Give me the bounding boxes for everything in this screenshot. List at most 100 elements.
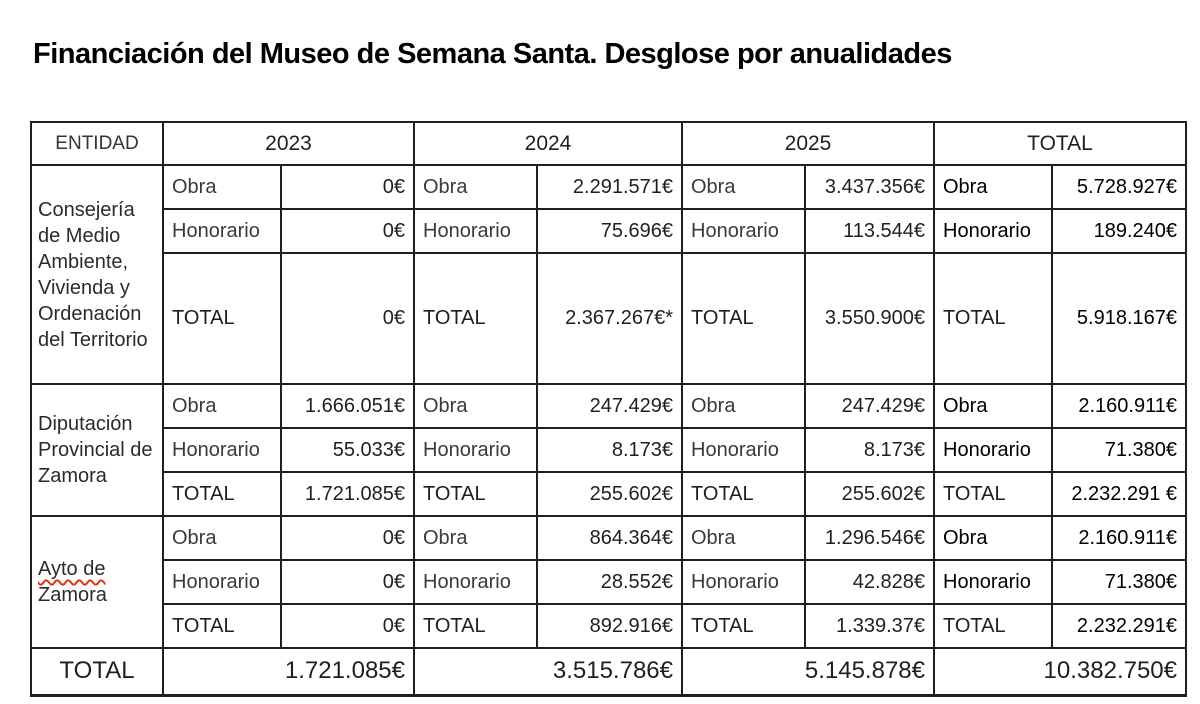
grand-total-2023: 1.721.085€ xyxy=(162,647,415,696)
honorario-label: Honorario xyxy=(413,559,538,605)
obra-value-2024: 2.291.571€ xyxy=(536,164,683,210)
obra-label: Obra xyxy=(162,515,282,561)
honorario-label: Honorario xyxy=(162,559,282,605)
honorario-label: Honorario xyxy=(933,208,1053,254)
honorario-label: Honorario xyxy=(413,208,538,254)
misspelled-text: Ayto de xyxy=(38,558,106,580)
obra-value-2025: 247.429€ xyxy=(804,383,935,429)
table-row: Diputación Provincial de Zamora Obra 1.6… xyxy=(30,383,1187,517)
obra-value-2023: 0€ xyxy=(280,164,415,210)
total-label: TOTAL xyxy=(413,252,538,385)
obra-label: Obra xyxy=(413,383,538,429)
total-value-total: 2.232.291€ xyxy=(1051,603,1187,649)
total-value-2023: 0€ xyxy=(280,603,415,649)
header-year-2024: 2024 xyxy=(413,121,683,166)
obra-label: Obra xyxy=(933,515,1053,561)
total-label: TOTAL xyxy=(681,252,806,385)
page-title: Financiación del Museo de Semana Santa. … xyxy=(33,38,952,70)
honorario-label: Honorario xyxy=(162,427,282,473)
honorario-label: Honorario xyxy=(162,208,282,254)
entity-name-rest: Zamora xyxy=(38,584,107,606)
financing-table: ENTIDAD 2023 2024 2025 TOTAL Consejería … xyxy=(30,121,1187,697)
obra-value-total: 5.728.927€ xyxy=(1051,164,1187,210)
total-value-2024: 255.602€ xyxy=(536,471,683,517)
obra-label: Obra xyxy=(681,383,806,429)
table-row: Honorario 55.033€ Honorario 8.173€ Honor… xyxy=(31,427,1187,473)
total-label: TOTAL xyxy=(681,603,806,649)
table-row: TOTAL 0€ TOTAL 892.916€ TOTAL 1.339.37€ … xyxy=(31,603,1187,649)
obra-value-2025: 1.296.546€ xyxy=(804,515,935,561)
entity-name-consejeria: Consejería de Medio Ambiente, Vivienda y… xyxy=(30,164,164,385)
obra-value-total: 2.160.911€ xyxy=(1051,515,1187,561)
obra-label: Obra xyxy=(162,383,282,429)
obra-value-2023: 0€ xyxy=(280,515,415,561)
obra-label: Obra xyxy=(933,383,1053,429)
total-value-2024: 2.367.267€* xyxy=(536,252,683,385)
honorario-label: Honorario xyxy=(933,559,1053,605)
grand-total-label: TOTAL xyxy=(30,647,164,696)
honorario-value-2024: 8.173€ xyxy=(536,427,683,473)
honorario-label: Honorario xyxy=(413,427,538,473)
total-label: TOTAL xyxy=(162,252,282,385)
obra-label: Obra xyxy=(413,515,538,561)
honorario-value-2025: 42.828€ xyxy=(804,559,935,605)
total-value-2025: 3.550.900€ xyxy=(804,252,935,385)
total-label: TOTAL xyxy=(413,603,538,649)
table-row: TOTAL 1.721.085€ TOTAL 255.602€ TOTAL 25… xyxy=(31,471,1187,517)
total-label: TOTAL xyxy=(681,471,806,517)
honorario-label: Honorario xyxy=(681,208,806,254)
total-label: TOTAL xyxy=(162,603,282,649)
honorario-value-2025: 113.544€ xyxy=(804,208,935,254)
obra-label: Obra xyxy=(162,164,282,210)
honorario-value-total: 189.240€ xyxy=(1051,208,1187,254)
total-label: TOTAL xyxy=(933,252,1053,385)
honorario-value-2023: 0€ xyxy=(280,208,415,254)
obra-value-2024: 864.364€ xyxy=(536,515,683,561)
total-label: TOTAL xyxy=(413,471,538,517)
honorario-value-2023: 0€ xyxy=(280,559,415,605)
grand-total-2024: 3.515.786€ xyxy=(413,647,683,696)
honorario-value-2024: 28.552€ xyxy=(536,559,683,605)
entity-name-ayto: Ayto de Zamora xyxy=(30,515,164,649)
honorario-label: Honorario xyxy=(681,559,806,605)
honorario-value-2025: 8.173€ xyxy=(804,427,935,473)
header-entidad: ENTIDAD xyxy=(30,121,164,166)
obra-value-2025: 3.437.356€ xyxy=(804,164,935,210)
header-year-2023: 2023 xyxy=(162,121,415,166)
total-value-2023: 0€ xyxy=(280,252,415,385)
total-value-2023: 1.721.085€ xyxy=(280,471,415,517)
obra-label: Obra xyxy=(933,164,1053,210)
table-row: Consejería de Medio Ambiente, Vivienda y… xyxy=(30,164,1187,385)
total-value-2025: 255.602€ xyxy=(804,471,935,517)
header-year-2025: 2025 xyxy=(681,121,935,166)
grand-total-row: TOTAL 1.721.085€ 3.515.786€ 5.145.878€ 1… xyxy=(30,647,1187,696)
total-value-2024: 892.916€ xyxy=(536,603,683,649)
grand-total-overall: 10.382.750€ xyxy=(933,647,1187,696)
total-label: TOTAL xyxy=(933,603,1053,649)
obra-value-2024: 247.429€ xyxy=(536,383,683,429)
total-label: TOTAL xyxy=(162,471,282,517)
honorario-label: Honorario xyxy=(933,427,1053,473)
honorario-value-total: 71.380€ xyxy=(1051,559,1187,605)
honorario-value-total: 71.380€ xyxy=(1051,427,1187,473)
table-row: Honorario 0€ Honorario 75.696€ Honorario… xyxy=(31,208,1187,254)
entity-name-diputacion: Diputación Provincial de Zamora xyxy=(30,383,164,517)
grand-total-2025: 5.145.878€ xyxy=(681,647,935,696)
table-row: Ayto de Zamora Obra 0€ Obra 864.364€ Obr… xyxy=(30,515,1187,649)
obra-label: Obra xyxy=(681,164,806,210)
honorario-value-2024: 75.696€ xyxy=(536,208,683,254)
obra-value-total: 2.160.911€ xyxy=(1051,383,1187,429)
header-total: TOTAL xyxy=(933,121,1187,166)
obra-label: Obra xyxy=(681,515,806,561)
total-label: TOTAL xyxy=(933,471,1053,517)
total-value-2025: 1.339.37€ xyxy=(804,603,935,649)
total-value-total: 2.232.291 € xyxy=(1051,471,1187,517)
table-row: TOTAL 0€ TOTAL 2.367.267€* TOTAL 3.550.9… xyxy=(31,252,1187,385)
table-row: Honorario 0€ Honorario 28.552€ Honorario… xyxy=(31,559,1187,605)
header-row: ENTIDAD 2023 2024 2025 TOTAL xyxy=(30,121,1187,166)
honorario-value-2023: 55.033€ xyxy=(280,427,415,473)
obra-label: Obra xyxy=(413,164,538,210)
honorario-label: Honorario xyxy=(681,427,806,473)
obra-value-2023: 1.666.051€ xyxy=(280,383,415,429)
total-value-total: 5.918.167€ xyxy=(1051,252,1187,385)
